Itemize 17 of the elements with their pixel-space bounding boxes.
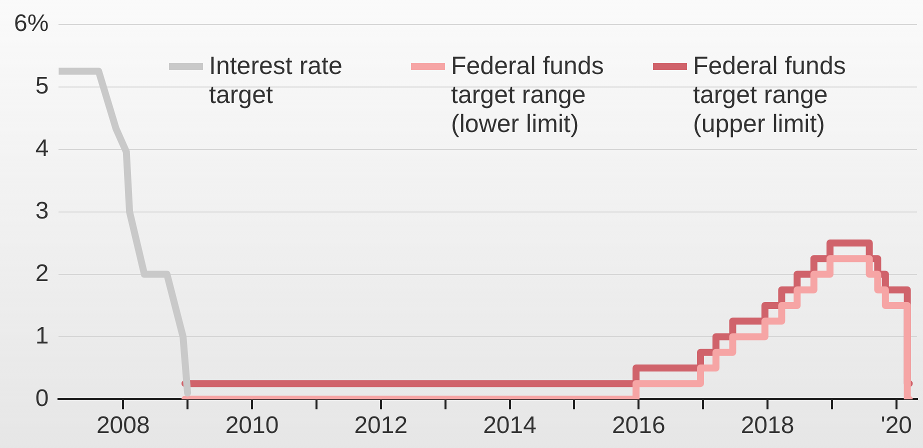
x-tick-label: 2010 xyxy=(225,412,279,440)
y-tick-label: 4 xyxy=(35,134,49,162)
y-tick-label: 5 xyxy=(35,72,49,100)
x-tick-label: 2014 xyxy=(483,412,536,440)
y-tick-label: 2 xyxy=(35,260,49,287)
x-tick-label: 2018 xyxy=(740,412,794,440)
y-tick-label: 3 xyxy=(35,197,49,224)
y-tick-label: 1 xyxy=(35,322,49,350)
x-tick-label: 2008 xyxy=(96,412,150,440)
x-tick-label: 2012 xyxy=(354,412,408,440)
y-tick-label: 6% xyxy=(14,10,49,38)
legend-label: Federal funds target range (upper limit) xyxy=(693,52,847,139)
y-tick-label: 0 xyxy=(35,384,49,412)
x-tick-label: 2016 xyxy=(612,412,666,440)
x-tick-label: '20 xyxy=(880,412,912,440)
legend-label: Federal funds target range (lower limit) xyxy=(451,52,605,139)
legend-label: Interest rate target xyxy=(209,52,344,110)
